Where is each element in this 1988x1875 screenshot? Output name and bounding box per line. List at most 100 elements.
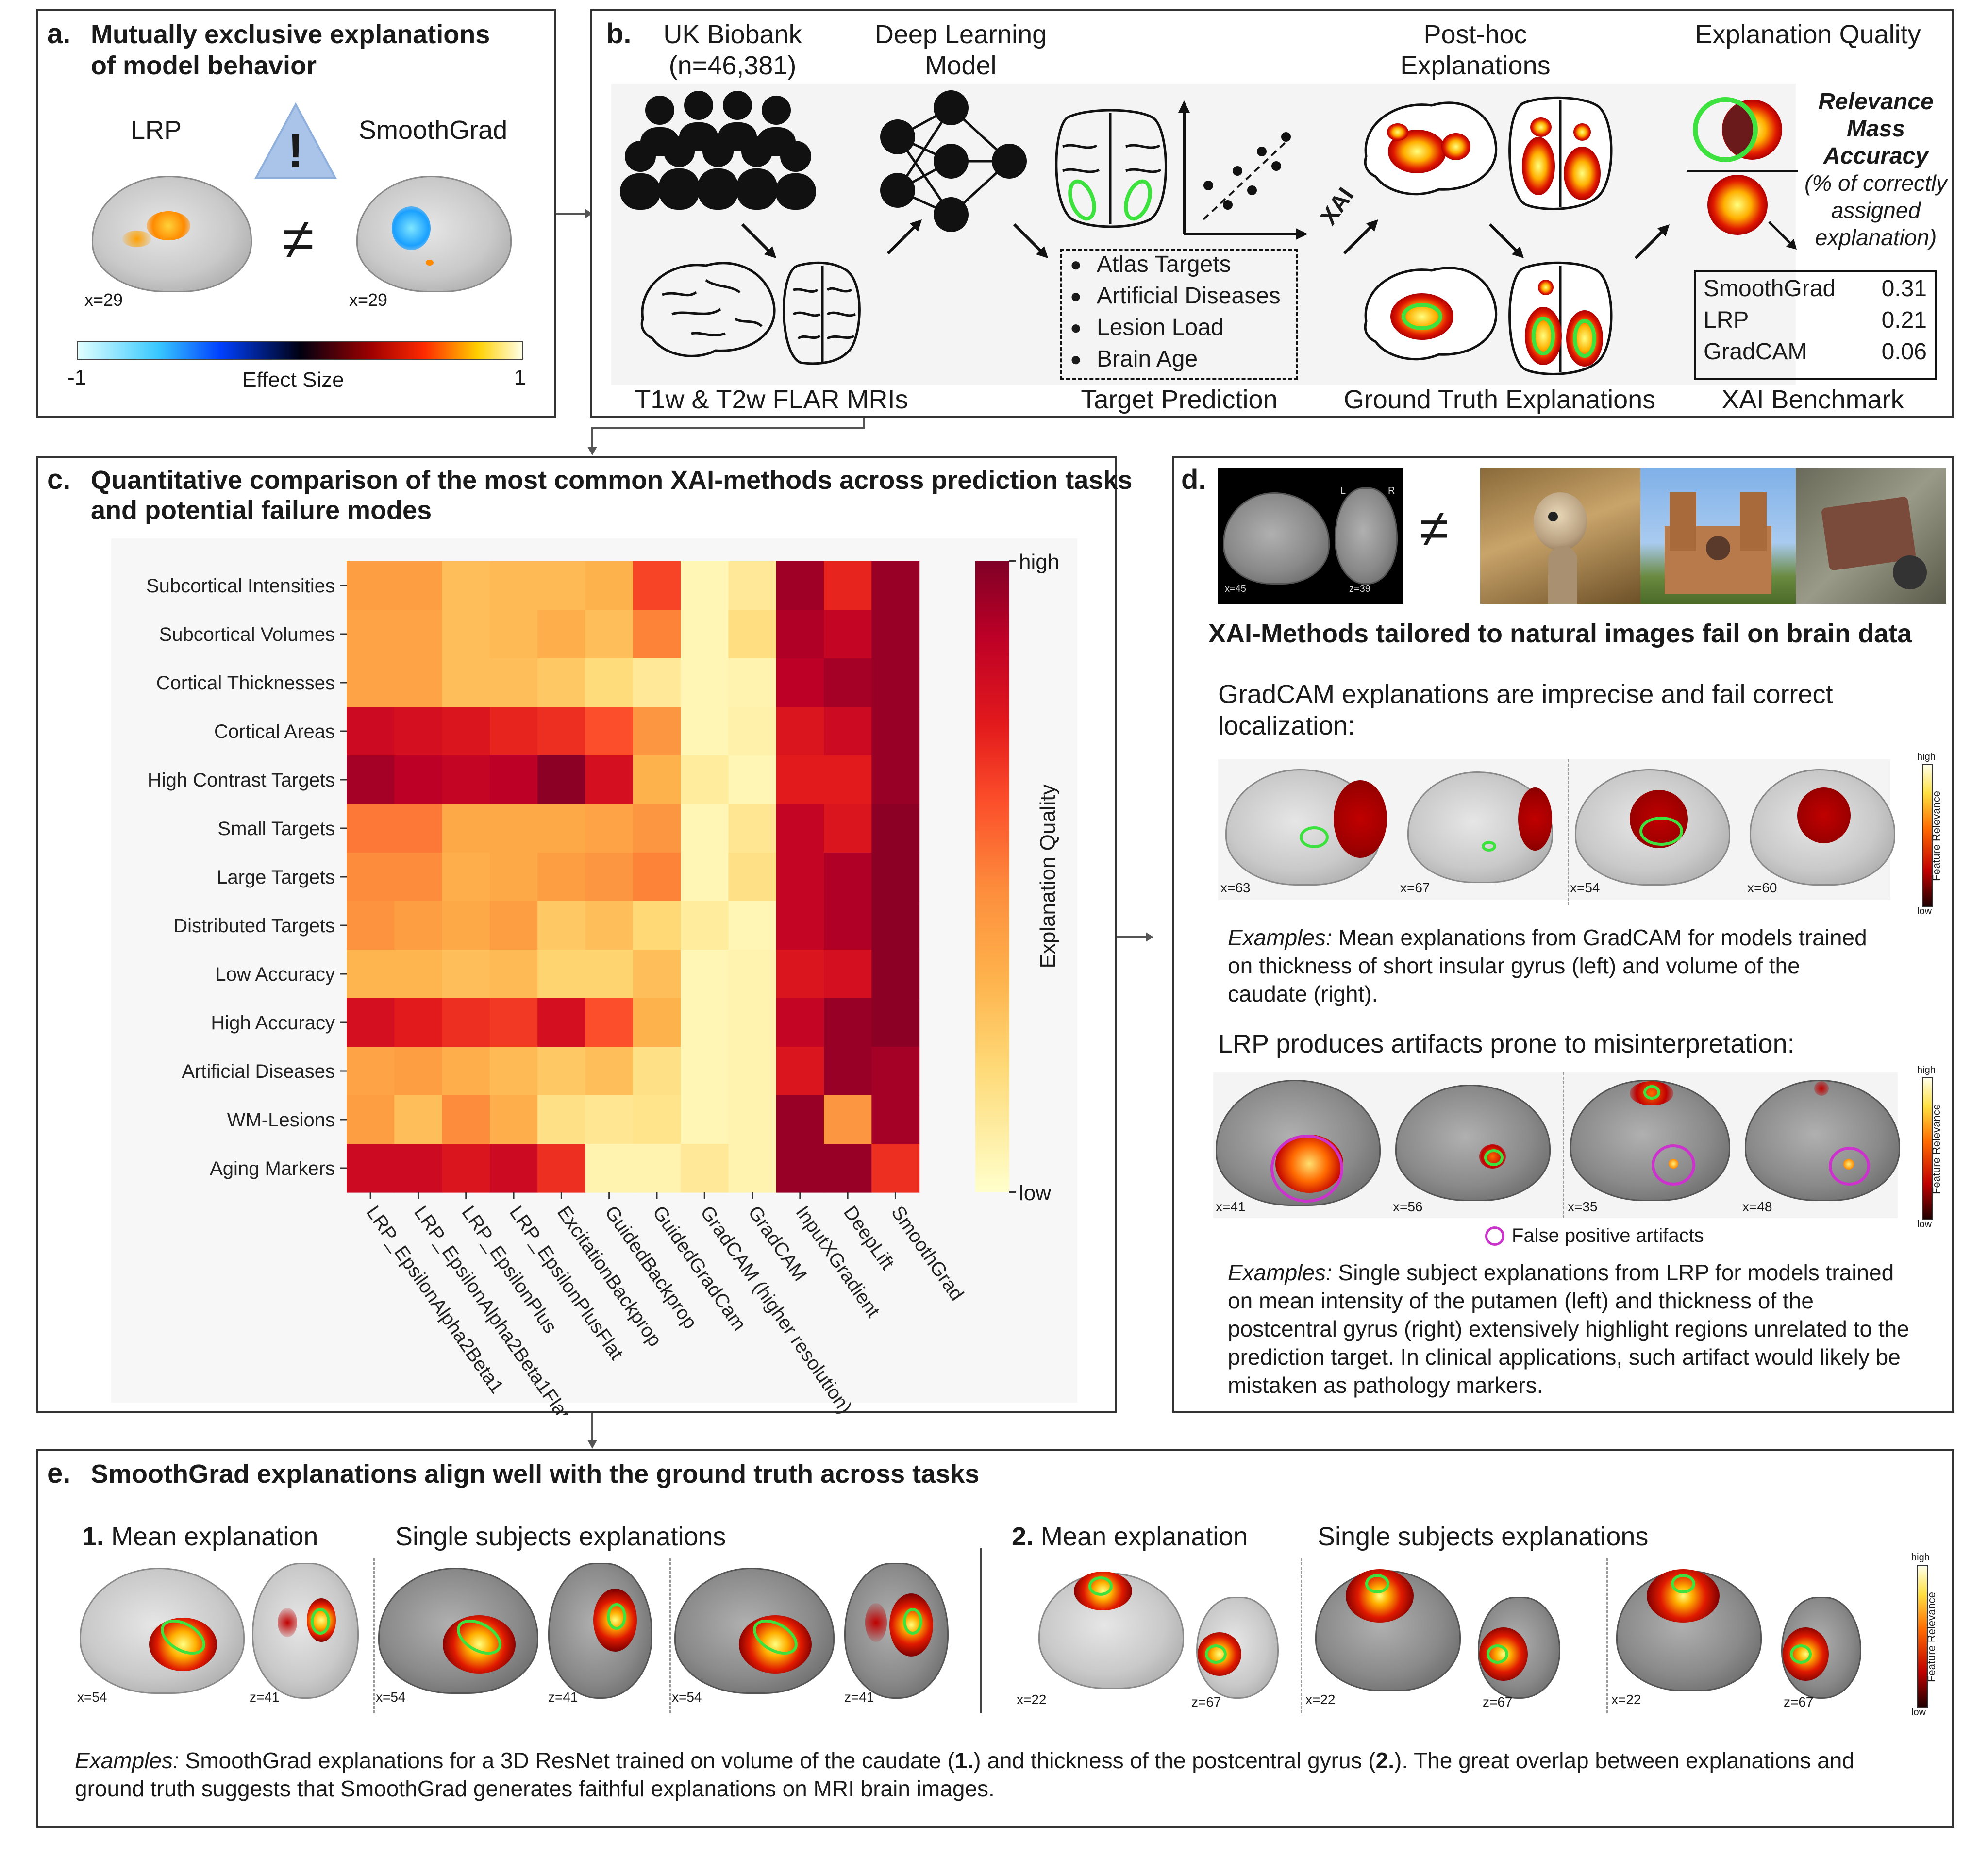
- heatmap-cell: [633, 658, 681, 707]
- benchmark-score: 0.31: [1881, 276, 1927, 301]
- heatmap-cell: [728, 561, 777, 610]
- heatmap-cell: [871, 950, 920, 999]
- heatmap-cell: [537, 901, 586, 950]
- heatmap-cell: [681, 853, 729, 902]
- heatmap-cell: [776, 998, 824, 1047]
- heatmap-cell: [633, 998, 681, 1047]
- gradcam-caption-line2: on thickness of short insular gyrus (lef…: [1228, 953, 1800, 978]
- heatmap-cell: [633, 901, 681, 950]
- heatmap-cell: [871, 1047, 920, 1096]
- bird-head: [1534, 492, 1587, 551]
- gt-outline: [1487, 1644, 1508, 1664]
- colorbar-low-label: low: [1019, 1181, 1052, 1205]
- group1-mean-heading: 1. Mean explanation: [82, 1522, 318, 1553]
- heatmap-cell: [871, 1095, 920, 1144]
- fr-low: low: [1911, 1707, 1926, 1718]
- panel-c-title-line2: and potential failure modes: [91, 496, 432, 525]
- smoothgrad-brain-image: [356, 176, 512, 292]
- benchmark-method: GradCAM: [1704, 339, 1807, 365]
- fr-high: high: [1917, 1065, 1936, 1075]
- heatmap-cell: [537, 998, 586, 1047]
- caption-gt: Ground Truth Explanations: [1343, 385, 1656, 414]
- heatmap-cell: [442, 1095, 490, 1144]
- heatmap-cell: [347, 561, 395, 610]
- gt-outline: [1790, 1644, 1812, 1664]
- gt-outline: [903, 1608, 922, 1635]
- heatmap-cell: [537, 561, 586, 610]
- caption-mri: T1w & T2w FLAR MRIs: [635, 385, 908, 414]
- panel-b-letter: b.: [606, 18, 632, 50]
- fr-label: Feature Relevance: [1925, 1592, 1938, 1682]
- divider: [1568, 759, 1569, 905]
- heatmap-cell: [728, 853, 777, 902]
- heatmap-cell: [681, 707, 729, 756]
- heatmap-cell: [824, 1095, 872, 1144]
- caption-bold: 2.: [1375, 1748, 1395, 1773]
- heatmap-cell: [442, 707, 490, 756]
- relevance-mass-accuracy-icon: [1687, 97, 1798, 235]
- panel-c-title-line1: Quantitative comparison of the most comm…: [91, 466, 1133, 495]
- gt-outline: [607, 1603, 626, 1630]
- metric-line3: Accuracy: [1823, 143, 1929, 169]
- heatmap-cell: [681, 755, 729, 804]
- gradcam-slice: x=54: [1570, 880, 1600, 895]
- heatmap-cell: [347, 901, 395, 950]
- row-label: Low Accuracy: [215, 964, 335, 985]
- fr-low: low: [1917, 906, 1932, 917]
- lrp-caption-line4: prediction target. In clinical applicati…: [1228, 1344, 1901, 1370]
- panel-a: a. Mutually exclusive explanations of mo…: [36, 9, 556, 418]
- gt-outline: [1205, 1644, 1227, 1664]
- heatmap-cell: [633, 755, 681, 804]
- heatmap-cell: [489, 950, 538, 999]
- heatmap-cell: [871, 804, 920, 853]
- examples-label: Examples:: [1228, 1260, 1332, 1285]
- group1-num: 1.: [82, 1522, 104, 1551]
- row-label: WM-Lesions: [227, 1109, 335, 1131]
- mri-sagittal: [1223, 492, 1330, 585]
- arrow-to-gt: [1488, 223, 1524, 258]
- sg-single-sagittal: [1616, 1569, 1762, 1691]
- heatmap-cell: [824, 561, 872, 610]
- gt-outline: [1639, 817, 1683, 846]
- lrp-caption-line3: postcentral gyrus (right) extensively hi…: [1228, 1316, 1909, 1341]
- lrp-caption-line5: mistaken as pathology markers.: [1228, 1373, 1543, 1398]
- heatmap-cell: [585, 658, 634, 707]
- gt-outline: [1300, 826, 1329, 848]
- heatmap-cell: [871, 1144, 920, 1193]
- heatmap-cell: [776, 950, 824, 999]
- lrp-brain: [1745, 1080, 1900, 1201]
- fr-label: Feature Relevance: [1930, 791, 1943, 881]
- heatmap-cell: [394, 1095, 443, 1144]
- heatmap-cell: [442, 901, 490, 950]
- heatmap-cell: [537, 755, 586, 804]
- heatmap-cell: [537, 1095, 586, 1144]
- heatmap-cell: [442, 1144, 490, 1193]
- panel-c: c. Quantitative comparison of the most c…: [36, 456, 1132, 1415]
- heatmap-cell: [633, 950, 681, 999]
- dl-line2: Model: [925, 51, 997, 80]
- heatmap-cell: [871, 707, 920, 756]
- heatmap-cell: [776, 1144, 824, 1193]
- examples-label: Examples:: [75, 1748, 179, 1773]
- benchmark-method: LRP: [1704, 307, 1749, 333]
- heatmap-cell: [871, 658, 920, 707]
- panel-a-letter: a.: [47, 18, 71, 50]
- target-item: Brain Age: [1097, 346, 1198, 372]
- false-positive-legend-circle: [1485, 1226, 1504, 1246]
- colorbar-tick-high: [1009, 560, 1016, 562]
- divider: [1301, 1558, 1302, 1713]
- heatmap-cell: [585, 1144, 634, 1193]
- group1-single-heading: Single subjects explanations: [395, 1522, 726, 1551]
- caption-text: ). The great overlap between explanation…: [1394, 1748, 1854, 1773]
- heatmap-cell: [442, 561, 490, 610]
- sg-explanation-blob: [865, 1603, 887, 1642]
- heatmap-cell: [394, 1047, 443, 1096]
- heatmap-cell: [728, 1144, 777, 1193]
- heatmap-cell: [394, 998, 443, 1047]
- heatmap-cell: [347, 1144, 395, 1193]
- church-photo: [1640, 468, 1796, 604]
- gradcam-hotspot: [1797, 787, 1851, 843]
- row-label: Cortical Thicknesses: [156, 672, 335, 694]
- heatmap-cell: [681, 1095, 729, 1144]
- church-tower-left: [1670, 492, 1696, 551]
